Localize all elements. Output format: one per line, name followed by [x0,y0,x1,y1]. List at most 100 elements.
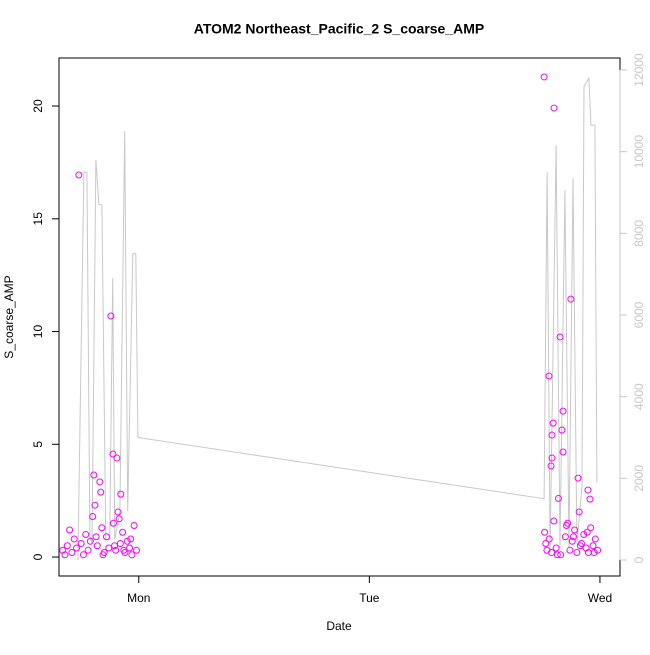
data-point [586,495,594,503]
data-point [86,537,94,545]
x-axis-label: Date [326,619,352,633]
data-point [554,494,562,502]
data-point [99,551,107,559]
data-point [557,551,565,559]
data-point [587,524,595,532]
data-point [556,333,564,341]
data-point [569,533,577,541]
data-point [558,426,566,434]
data-point [126,544,134,552]
x-tick-label: Tue [359,591,380,605]
data-point [111,542,119,550]
data-point [82,531,90,539]
data-point [90,471,98,479]
data-point [559,407,567,415]
data-point [120,546,128,554]
data-point [571,526,579,534]
data-point [109,450,117,458]
data-point [93,542,101,550]
data-point [63,542,71,550]
data-point [563,521,571,529]
data-point [545,535,553,543]
data-point [566,546,574,554]
data-point [130,521,138,529]
data-point [550,517,558,525]
data-point [559,448,567,456]
y-tick-label: 20 [31,99,45,113]
data-point [553,551,561,559]
data-point [102,533,110,541]
data-point [580,531,588,539]
data-point [548,454,556,462]
data-point [584,486,592,494]
data-point [68,549,76,557]
data-point [75,171,83,179]
data-point [574,474,582,482]
data-point [84,546,92,554]
y2-tick-label: 10000 [632,135,646,169]
data-point [114,508,122,516]
data-point [117,490,125,498]
chart-title: ATOM2 Northeast_Pacific_2 S_coarse_AMP [194,21,485,37]
y-tick-label: 10 [31,325,45,339]
data-point [575,508,583,516]
data-point [573,549,581,557]
data-point [91,501,99,509]
data-point [547,462,555,470]
data-point [127,535,135,543]
y-tick-label: 5 [31,441,45,448]
data-point [550,104,558,112]
y2-tick-label: 0 [632,556,646,563]
data-point [97,488,105,496]
data-point [552,544,560,552]
y-tick-label: 0 [31,553,45,560]
data-point [542,540,550,548]
data-line [77,76,598,561]
data-point [105,544,113,552]
plot-box [58,57,621,577]
data-point [113,454,121,462]
y2-tick-label: 2000 [632,465,646,492]
data-point [132,546,140,554]
data-point [128,551,136,559]
x-tick-label: Wed [588,591,612,605]
data-point [590,549,598,557]
data-point [123,537,131,545]
data-point [548,549,556,557]
data-point [66,526,74,534]
data-point [583,528,591,536]
data-point [545,372,553,380]
data-point [541,528,549,536]
data-point [73,544,81,552]
y-tick-label: 15 [31,212,45,226]
data-point [98,524,106,532]
data-point [568,537,576,545]
data-point [576,542,584,550]
data-point [96,478,104,486]
data-point [561,533,569,541]
data-point [70,535,78,543]
data-point [594,546,602,554]
data-point [548,431,556,439]
y2-tick-label: 4000 [632,383,646,410]
data-point [115,515,123,523]
data-point [591,535,599,543]
y2-tick-label: 12000 [632,53,646,87]
data-point [589,542,597,550]
data-point [116,540,124,548]
data-point [567,295,575,303]
data-point [92,533,100,541]
data-point [107,312,115,320]
data-point [77,540,85,548]
data-point [79,551,87,559]
data-point [119,528,127,536]
y2-tick-label: 8000 [632,220,646,247]
y2-tick-label: 6000 [632,301,646,328]
data-point [89,512,97,520]
data-point [61,551,69,559]
data-point [540,73,548,81]
data-point [549,419,557,427]
data-point [112,546,120,554]
